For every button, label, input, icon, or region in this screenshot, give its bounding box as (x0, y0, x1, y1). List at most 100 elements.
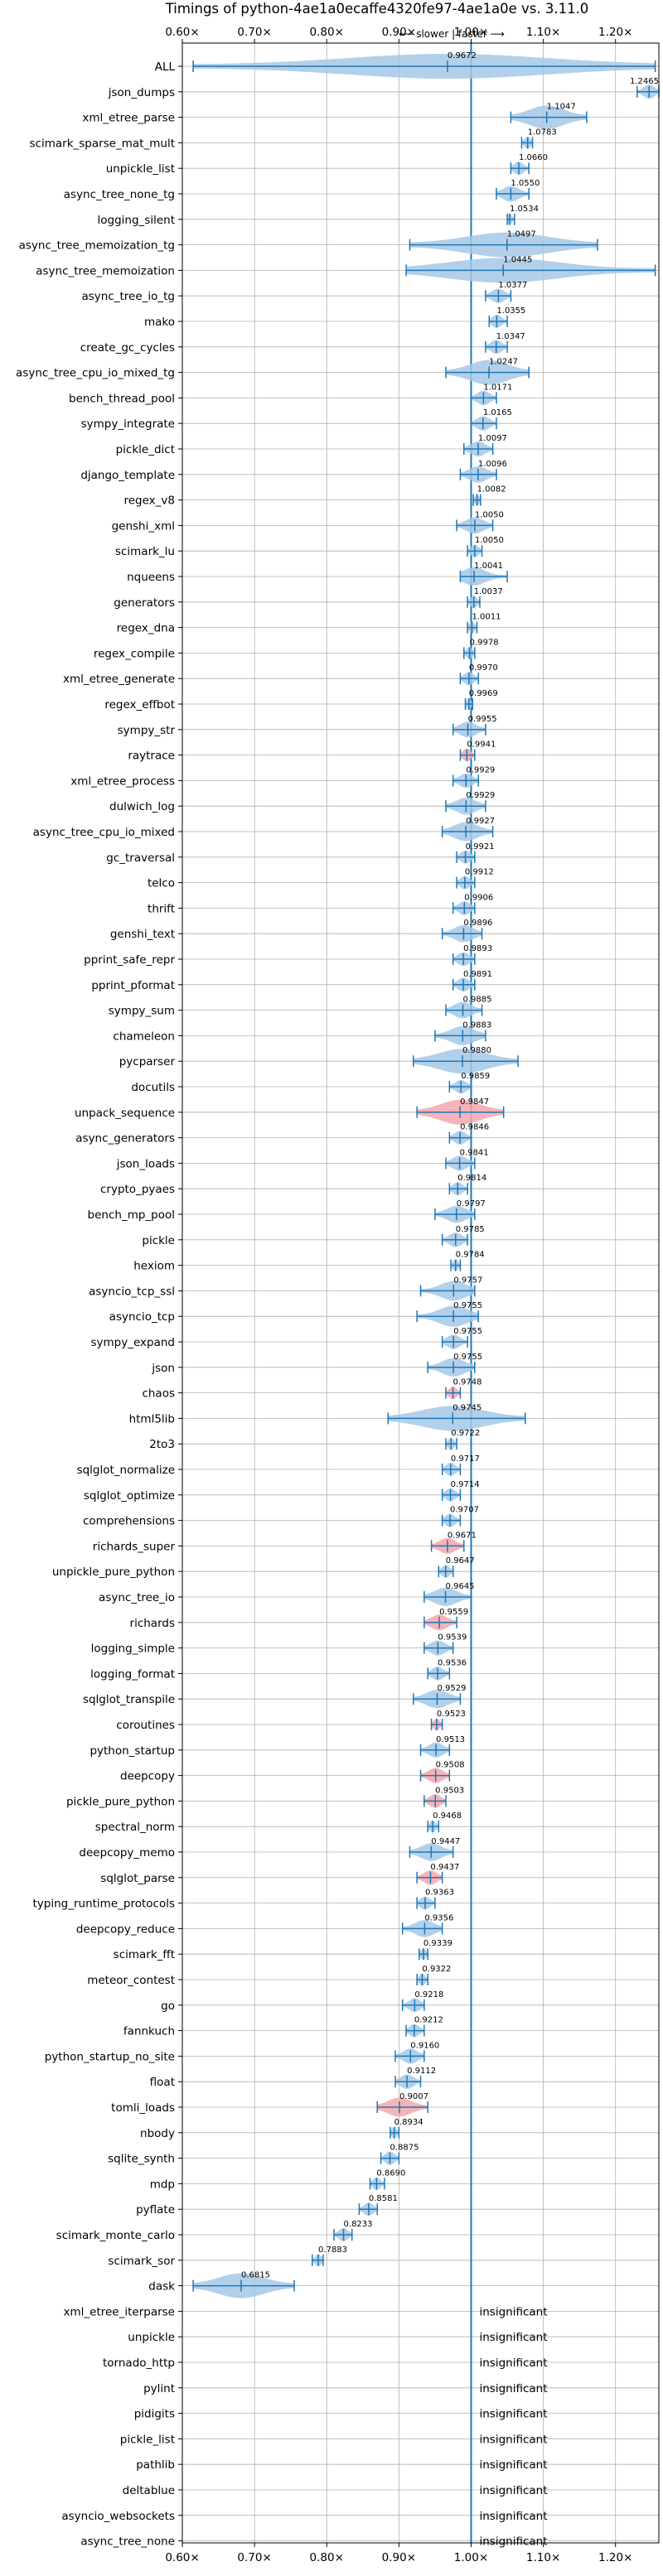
benchmark-label: pycparser (119, 1055, 176, 1069)
benchmark-label: async_tree_cpu_io_mixed_tg (16, 367, 175, 380)
value-label: 1.0355 (496, 306, 525, 316)
value-label: 1.0050 (475, 510, 504, 519)
benchmark-label: regex_v8 (123, 494, 175, 508)
value-label: 1.0037 (474, 587, 503, 596)
benchmark-label: mdp (150, 2178, 175, 2191)
value-label: 0.9539 (438, 1633, 467, 1643)
value-label: 0.9356 (424, 1913, 453, 1922)
benchmark-label: asyncio_websockets (61, 2510, 175, 2523)
value-label: 0.9978 (470, 638, 499, 647)
insignificant-label: insignificant (479, 2382, 547, 2395)
value-label: 1.2465 (630, 77, 659, 86)
insignificant-label: insignificant (479, 2433, 547, 2446)
benchmark-label: async_tree_cpu_io_mixed (33, 826, 175, 839)
x-tick-label-bottom: 1.20× (598, 2551, 632, 2564)
benchmark-label: logging_silent (98, 214, 175, 227)
benchmark-label: deepcopy_memo (79, 1846, 175, 1860)
benchmark-label: async_tree_io_tg (81, 290, 175, 303)
value-label: 0.9846 (460, 1123, 489, 1132)
x-tick-label-bottom: 0.60× (165, 2551, 199, 2564)
benchmark-label: ALL (155, 60, 176, 74)
value-label: 0.9941 (467, 740, 496, 750)
value-label: 0.9645 (446, 1582, 475, 1591)
value-label: 1.0082 (477, 485, 506, 494)
value-label: 0.9212 (414, 2016, 443, 2025)
value-label: 0.9339 (423, 1939, 452, 1948)
value-label: 1.0347 (496, 332, 525, 341)
benchmark-label: pathlib (136, 2458, 175, 2472)
benchmark-label: telco (148, 877, 175, 890)
benchmark-label: unpickle_list (106, 162, 175, 176)
benchmark-label: sqlglot_parse (100, 1872, 175, 1885)
benchmark-label: docutils (131, 1081, 175, 1094)
benchmark-label: asyncio_tcp (109, 1310, 175, 1324)
value-label: 1.0534 (510, 205, 539, 214)
value-label: 0.9160 (410, 2041, 439, 2050)
benchmark-label: regex_compile (94, 647, 175, 660)
x-tick-label-top: 0.80× (310, 26, 344, 39)
benchmark-label: xml_etree_generate (63, 673, 175, 686)
value-label: 0.9671 (448, 1531, 477, 1540)
benchmark-label: sympy_integrate (81, 417, 175, 431)
value-label: 0.9536 (438, 1658, 467, 1667)
benchmark-label: unpickle_pure_python (52, 1565, 175, 1579)
benchmark-label: richards (130, 1617, 175, 1630)
insignificant-label: insignificant (479, 2357, 547, 2370)
benchmark-label: bench_mp_pool (88, 1208, 175, 1222)
value-label: 0.9672 (448, 51, 477, 60)
value-label: 0.6815 (241, 2271, 270, 2280)
chart-title: Timings of python-4ae1a0ecaffe4320fe97-4… (165, 1, 589, 17)
value-label: 1.0783 (528, 128, 557, 137)
insignificant-label: insignificant (479, 2458, 547, 2472)
benchmark-label: sympy_sum (109, 1005, 175, 1018)
benchmark-label: async_tree_io (99, 1591, 175, 1604)
benchmark-label: django_template (80, 469, 175, 482)
benchmark-label: xml_etree_iterparse (64, 2305, 176, 2318)
value-label: 0.9847 (460, 1097, 489, 1107)
value-label: 0.9717 (451, 1454, 480, 1464)
value-label: 0.8690 (376, 2168, 405, 2178)
value-label: 0.9814 (457, 1174, 486, 1183)
benchmark-label: pyflate (136, 2203, 175, 2217)
value-label: 1.0041 (474, 562, 503, 571)
benchmark-label: pickle (142, 1234, 175, 1247)
value-label: 0.9755 (453, 1327, 482, 1336)
value-label: 1.0011 (472, 613, 501, 622)
benchmark-label: scimark_sparse_mat_mult (30, 137, 175, 150)
value-label: 0.8581 (369, 2194, 398, 2203)
benchmark-label: coroutines (116, 1719, 175, 1732)
benchmark-label: typing_runtime_protocols (33, 1898, 176, 1911)
benchmark-label: hexiom (133, 1260, 175, 1273)
value-label: 0.9906 (464, 893, 493, 902)
value-label: 0.9508 (436, 1761, 465, 1770)
benchmark-label: json_dumps (108, 86, 175, 99)
benchmark-label: unpack_sequence (75, 1107, 175, 1120)
benchmark-label: async_tree_none (80, 2535, 175, 2549)
benchmark-label: nbody (140, 2127, 175, 2140)
benchmark-label: pylint (143, 2382, 175, 2395)
benchmark-label: pprint_safe_repr (84, 953, 175, 967)
x-tick-label-bottom: 0.70× (237, 2551, 271, 2564)
x-tick-label-bottom: 0.80× (310, 2551, 344, 2564)
value-label: 1.0247 (489, 358, 518, 367)
value-label: 0.9447 (431, 1837, 460, 1846)
benchmark-label: tornado_http (103, 2357, 175, 2370)
benchmark-label: scimark_sor (108, 2255, 175, 2268)
insignificant-label: insignificant (479, 2510, 547, 2523)
benchmark-label: sqlglot_normalize (77, 1464, 175, 1477)
benchmark-label: html5lib (129, 1412, 175, 1425)
benchmark-label: generators (114, 596, 175, 610)
benchmark-label: raytrace (128, 750, 175, 763)
x-tick-label-bottom: 0.90× (382, 2551, 416, 2564)
plot-frame (181, 42, 660, 2544)
value-label: 0.9468 (433, 1811, 462, 1821)
x-tick-label-bottom: 1.00× (454, 2551, 488, 2564)
value-label: 1.0165 (483, 408, 512, 417)
value-label: 0.9885 (462, 996, 491, 1005)
benchmark-label: sympy_expand (90, 1336, 175, 1349)
value-label: 0.8934 (394, 2118, 423, 2127)
benchmark-label: float (150, 2076, 175, 2089)
benchmark-label: pickle_pure_python (66, 1795, 175, 1808)
benchmark-label: spectral_norm (95, 1821, 175, 1834)
value-label: 0.9755 (453, 1301, 482, 1310)
